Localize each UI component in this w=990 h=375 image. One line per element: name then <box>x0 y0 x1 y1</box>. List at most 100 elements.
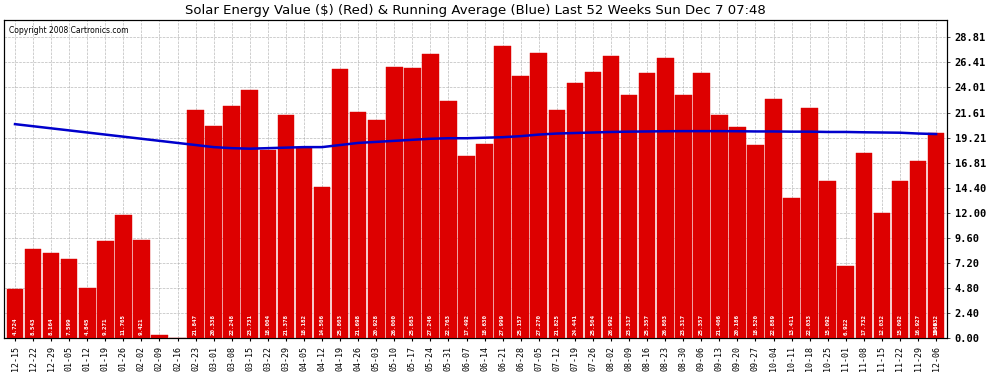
Bar <box>259 150 276 338</box>
Bar <box>513 75 529 338</box>
Text: 18.520: 18.520 <box>753 314 758 335</box>
Text: 14.506: 14.506 <box>320 314 325 335</box>
Bar <box>151 335 167 338</box>
Bar <box>765 99 782 338</box>
Text: 21.847: 21.847 <box>193 314 198 335</box>
Bar <box>79 288 96 338</box>
Text: 25.504: 25.504 <box>590 314 595 335</box>
Bar <box>422 54 439 338</box>
Bar <box>657 58 673 338</box>
Bar <box>585 72 601 338</box>
Bar <box>205 126 222 338</box>
Bar <box>242 90 258 338</box>
Bar <box>621 95 638 338</box>
Bar <box>60 259 77 338</box>
Text: 27.246: 27.246 <box>428 314 433 335</box>
Text: 9.421: 9.421 <box>139 318 144 335</box>
Bar <box>187 110 204 338</box>
Bar <box>603 56 620 338</box>
Text: 20.928: 20.928 <box>373 314 379 335</box>
Text: 4.845: 4.845 <box>85 318 90 335</box>
Bar <box>566 83 583 338</box>
Text: 23.317: 23.317 <box>681 314 686 335</box>
Text: 25.157: 25.157 <box>518 314 523 335</box>
Bar <box>314 187 331 338</box>
Bar <box>386 67 403 338</box>
Text: 11.765: 11.765 <box>121 314 126 335</box>
Text: 21.378: 21.378 <box>283 314 288 335</box>
Text: 25.357: 25.357 <box>699 314 704 335</box>
Text: 8.164: 8.164 <box>49 318 53 335</box>
Text: 13.411: 13.411 <box>789 314 794 335</box>
Text: 7.599: 7.599 <box>66 318 71 335</box>
Bar <box>7 289 24 338</box>
Bar <box>548 110 565 338</box>
Text: 9.271: 9.271 <box>103 318 108 335</box>
Text: 23.317: 23.317 <box>627 314 632 335</box>
Text: 25.863: 25.863 <box>410 314 415 335</box>
Text: 1369: 1369 <box>934 321 939 335</box>
Text: 22.033: 22.033 <box>807 314 812 335</box>
Bar <box>43 253 59 338</box>
Text: 12.032: 12.032 <box>879 314 884 335</box>
Text: 27.270: 27.270 <box>537 314 542 335</box>
Bar <box>910 162 927 338</box>
Text: 20.186: 20.186 <box>735 314 740 335</box>
Text: 22.763: 22.763 <box>446 314 451 335</box>
Bar <box>747 145 764 338</box>
Text: 6.922: 6.922 <box>843 318 848 335</box>
Text: 27.999: 27.999 <box>500 314 505 335</box>
Text: 18.630: 18.630 <box>482 314 487 335</box>
Bar <box>531 54 547 338</box>
Bar <box>441 100 456 338</box>
Text: 18.182: 18.182 <box>302 314 307 335</box>
Bar <box>277 115 294 338</box>
Bar <box>115 215 132 338</box>
Text: 25.357: 25.357 <box>644 314 649 335</box>
Text: 8.543: 8.543 <box>31 318 36 335</box>
Bar <box>838 266 854 338</box>
Text: 16.927: 16.927 <box>916 314 921 335</box>
Bar <box>711 115 728 338</box>
Text: 15.092: 15.092 <box>826 314 831 335</box>
Bar <box>349 112 366 338</box>
Text: Copyright 2008 Cartronics.com: Copyright 2008 Cartronics.com <box>9 26 129 35</box>
Bar <box>892 181 908 338</box>
Bar <box>332 69 348 338</box>
Text: 23.731: 23.731 <box>248 314 252 335</box>
Text: 21.698: 21.698 <box>355 314 360 335</box>
Text: 22.889: 22.889 <box>771 314 776 335</box>
Text: 19.632: 19.632 <box>934 314 939 335</box>
Bar <box>404 68 421 338</box>
Text: 24.441: 24.441 <box>572 314 577 335</box>
Text: 20.338: 20.338 <box>211 314 216 335</box>
Text: 17.732: 17.732 <box>861 314 866 335</box>
Bar <box>224 106 240 338</box>
Bar <box>801 108 818 338</box>
Bar <box>675 95 692 338</box>
Bar <box>928 133 944 338</box>
Text: 17.492: 17.492 <box>464 314 469 335</box>
Text: 21.406: 21.406 <box>717 314 722 335</box>
Bar <box>783 198 800 338</box>
Bar <box>693 74 710 338</box>
Bar <box>494 46 511 338</box>
Bar <box>820 181 836 338</box>
Bar <box>97 242 114 338</box>
Text: 25.803: 25.803 <box>338 314 343 335</box>
Text: 26.000: 26.000 <box>392 314 397 335</box>
Bar <box>296 148 312 338</box>
Bar <box>25 249 42 338</box>
Bar <box>639 74 655 338</box>
Title: Solar Energy Value ($) (Red) & Running Average (Blue) Last 52 Weeks Sun Dec 7 07: Solar Energy Value ($) (Red) & Running A… <box>185 4 766 17</box>
Bar <box>133 240 149 338</box>
Bar <box>873 213 890 338</box>
Bar <box>855 153 872 338</box>
Text: 21.825: 21.825 <box>554 314 559 335</box>
Text: 18.004: 18.004 <box>265 314 270 335</box>
Text: 4.724: 4.724 <box>13 318 18 335</box>
Bar <box>729 128 745 338</box>
Text: 26.992: 26.992 <box>609 314 614 335</box>
Bar <box>458 156 475 338</box>
Text: 26.803: 26.803 <box>662 314 667 335</box>
